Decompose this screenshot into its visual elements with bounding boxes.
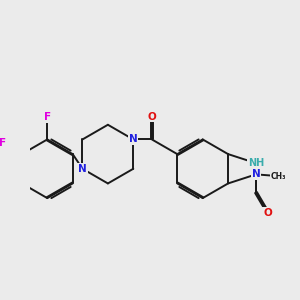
- Text: CH₃: CH₃: [270, 172, 286, 181]
- Text: NH: NH: [248, 158, 264, 168]
- Text: N: N: [78, 164, 87, 174]
- Text: N: N: [252, 169, 260, 179]
- Text: F: F: [0, 138, 6, 148]
- Text: F: F: [44, 112, 51, 122]
- Text: N: N: [129, 134, 138, 144]
- Text: O: O: [263, 208, 272, 218]
- Text: O: O: [148, 112, 156, 122]
